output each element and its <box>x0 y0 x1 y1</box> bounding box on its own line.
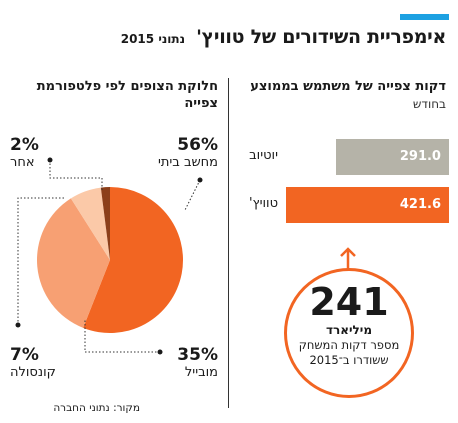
column-divider <box>228 78 229 408</box>
pie-label-name-1: מחשב ביתי <box>157 155 218 170</box>
bar-label-2: טוויץ' <box>248 196 278 211</box>
bar-1: 291.0 <box>336 139 449 175</box>
pie-label-name-4: אחר <box>10 155 35 170</box>
page-title: אימפריית השידורים של טוויץ' <box>196 26 446 48</box>
pie-leader-2 <box>84 320 160 353</box>
accent-bar <box>400 14 449 20</box>
pie-label-value-2: 35% <box>177 345 218 365</box>
bar-chart-subtitle: בחודש <box>412 97 446 111</box>
pie-label-value-4: 2% <box>10 135 39 155</box>
pie-slice-1 <box>83 187 184 333</box>
pie-chart-title: חלוקת הצופים לפי פלטפורמת צפייה <box>36 79 218 111</box>
pie-slice-3 <box>70 187 110 260</box>
header: אימפריית השידורים של טוויץ' נתוני 2015 <box>120 26 447 48</box>
callout-unit: מיליארד <box>325 323 373 337</box>
pie-label-name-3: קונסולה <box>10 365 56 380</box>
bar-chart-title: דקות צפייה של משתמש בממוצע <box>250 79 446 94</box>
pie-leader-dot-3 <box>15 322 21 328</box>
pie-leader-1 <box>184 179 201 211</box>
pie-slice-4 <box>100 187 110 260</box>
pie-leader-4 <box>49 160 103 190</box>
callout-circle <box>284 268 414 398</box>
pie-label-value-1: 56% <box>177 135 218 155</box>
pie-leader-dot-2 <box>157 349 163 355</box>
callout-text: מספר דקות המשחק ששודרו ב־2015 <box>298 338 400 367</box>
pie-label-2: 35% מובייל <box>177 345 218 380</box>
pie-slice-2 <box>37 198 110 328</box>
pie-label-value-3: 7% <box>10 345 39 365</box>
bar-2: 421.6 <box>286 187 449 223</box>
pie-leader-3 <box>17 197 65 325</box>
source-note: מקור: נתוני החברה <box>53 402 140 414</box>
callout-arrow-icon <box>340 247 356 270</box>
pie-leader-dot-4 <box>47 157 53 163</box>
page-subtitle: נתוני 2015 <box>120 32 186 46</box>
pie-label-3: 7% קונסולה <box>10 345 56 380</box>
callout-number: 241 <box>309 280 389 324</box>
pie-label-name-2: מובייל <box>184 365 218 380</box>
pie-leader-dot-1 <box>197 177 203 183</box>
bar-label-1: יוטיוב <box>249 148 278 163</box>
pie-label-1: 56% מחשב ביתי <box>158 135 218 170</box>
pie-label-4: 2% אחר <box>10 135 39 170</box>
